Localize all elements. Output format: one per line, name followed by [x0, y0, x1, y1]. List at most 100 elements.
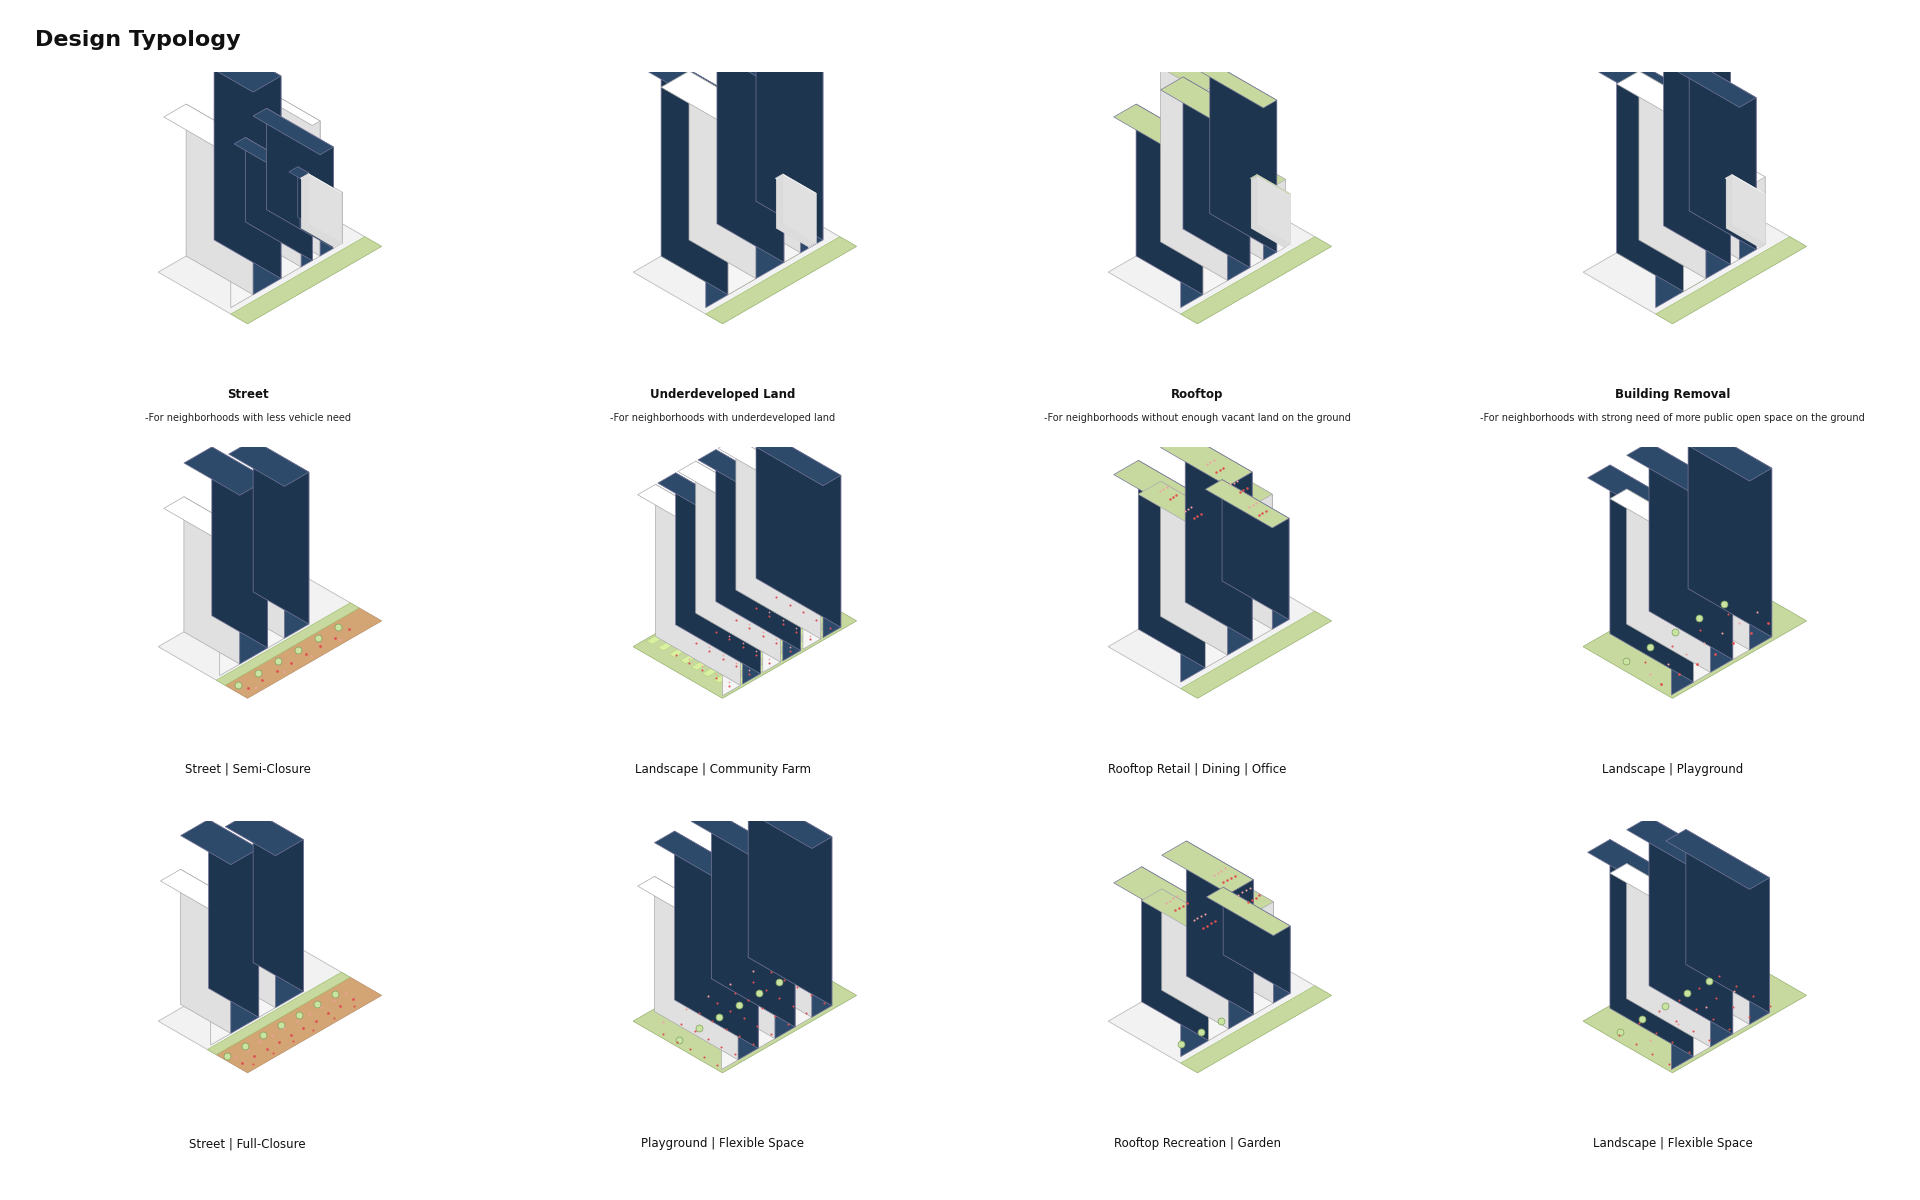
Polygon shape — [1108, 194, 1331, 324]
Polygon shape — [722, 533, 741, 696]
Polygon shape — [1229, 880, 1254, 1028]
Polygon shape — [1114, 104, 1204, 156]
Text: Rooftop: Rooftop — [1171, 388, 1223, 401]
Polygon shape — [1114, 461, 1206, 514]
Polygon shape — [660, 54, 728, 295]
Polygon shape — [776, 178, 810, 198]
Polygon shape — [1626, 443, 1732, 504]
Polygon shape — [733, 46, 801, 253]
Polygon shape — [1693, 538, 1711, 682]
Polygon shape — [161, 869, 230, 910]
Polygon shape — [1617, 71, 1707, 122]
Polygon shape — [1185, 456, 1273, 505]
Polygon shape — [1730, 174, 1764, 194]
Polygon shape — [217, 977, 382, 1073]
Polygon shape — [1227, 115, 1250, 281]
Polygon shape — [1707, 62, 1730, 278]
Polygon shape — [691, 602, 808, 670]
Polygon shape — [762, 510, 781, 672]
Polygon shape — [1254, 902, 1273, 1015]
Polygon shape — [184, 446, 267, 496]
Polygon shape — [217, 602, 359, 685]
Polygon shape — [1160, 77, 1250, 128]
Polygon shape — [246, 138, 313, 260]
Polygon shape — [267, 520, 284, 648]
Polygon shape — [1617, 50, 1684, 292]
Polygon shape — [180, 820, 259, 864]
Polygon shape — [1617, 240, 1707, 292]
Polygon shape — [209, 820, 259, 1018]
Polygon shape — [1611, 464, 1693, 682]
Polygon shape — [756, 426, 841, 628]
Polygon shape — [1584, 944, 1807, 1073]
Polygon shape — [1273, 518, 1288, 629]
Polygon shape — [1181, 611, 1331, 698]
Polygon shape — [1250, 142, 1263, 268]
Polygon shape — [219, 529, 240, 676]
Polygon shape — [180, 869, 230, 1033]
Polygon shape — [1640, 71, 1707, 278]
Polygon shape — [1584, 944, 1807, 1073]
Polygon shape — [253, 76, 280, 295]
Polygon shape — [1108, 569, 1331, 698]
Polygon shape — [1667, 841, 1749, 1025]
Polygon shape — [1670, 514, 1693, 695]
Polygon shape — [1162, 841, 1254, 894]
Polygon shape — [313, 121, 321, 260]
Polygon shape — [737, 426, 841, 486]
Polygon shape — [637, 876, 737, 935]
Text: Underdeveloped Land: Underdeveloped Land — [649, 388, 795, 401]
Polygon shape — [1227, 472, 1252, 655]
Polygon shape — [1626, 490, 1711, 672]
Polygon shape — [1655, 236, 1807, 324]
Polygon shape — [228, 488, 284, 638]
Polygon shape — [1649, 443, 1732, 660]
Polygon shape — [1730, 175, 1764, 196]
Polygon shape — [305, 175, 340, 245]
Polygon shape — [1181, 906, 1210, 1057]
Polygon shape — [1137, 40, 1227, 92]
Polygon shape — [1626, 864, 1711, 1046]
Polygon shape — [1252, 176, 1286, 247]
Polygon shape — [634, 569, 856, 698]
Polygon shape — [1670, 888, 1693, 1069]
Polygon shape — [1667, 829, 1770, 889]
Polygon shape — [1730, 142, 1740, 264]
Polygon shape — [1196, 61, 1277, 108]
Polygon shape — [303, 176, 338, 246]
Polygon shape — [300, 173, 309, 229]
Polygon shape — [240, 479, 267, 664]
Polygon shape — [1672, 59, 1757, 107]
Polygon shape — [1139, 481, 1227, 533]
Polygon shape — [309, 174, 342, 244]
Polygon shape — [1181, 499, 1206, 682]
Polygon shape — [157, 194, 382, 324]
Polygon shape — [1256, 174, 1290, 194]
Polygon shape — [303, 176, 338, 196]
Polygon shape — [668, 589, 785, 658]
Polygon shape — [1649, 817, 1732, 1034]
Polygon shape — [1252, 160, 1286, 247]
Polygon shape — [1187, 841, 1254, 1015]
Polygon shape — [781, 175, 814, 245]
Polygon shape — [1749, 877, 1770, 1025]
Polygon shape — [253, 108, 334, 155]
Polygon shape — [207, 972, 349, 1055]
Polygon shape — [1162, 889, 1229, 1028]
Polygon shape — [307, 174, 340, 245]
Polygon shape — [1108, 944, 1331, 1073]
Polygon shape — [253, 440, 309, 624]
Polygon shape — [1711, 865, 1732, 1046]
Polygon shape — [1640, 23, 1730, 76]
Polygon shape — [718, 438, 820, 497]
Polygon shape — [1277, 180, 1286, 252]
Polygon shape — [1672, 102, 1740, 259]
Polygon shape — [230, 236, 382, 324]
Polygon shape — [298, 167, 309, 223]
Polygon shape — [1690, 59, 1757, 250]
Polygon shape — [676, 473, 760, 673]
Polygon shape — [691, 810, 795, 870]
Text: Street | Semi-Closure: Street | Semi-Closure — [184, 763, 311, 775]
Polygon shape — [655, 876, 737, 1060]
Text: Landscape | Flexible Space: Landscape | Flexible Space — [1592, 1138, 1753, 1151]
